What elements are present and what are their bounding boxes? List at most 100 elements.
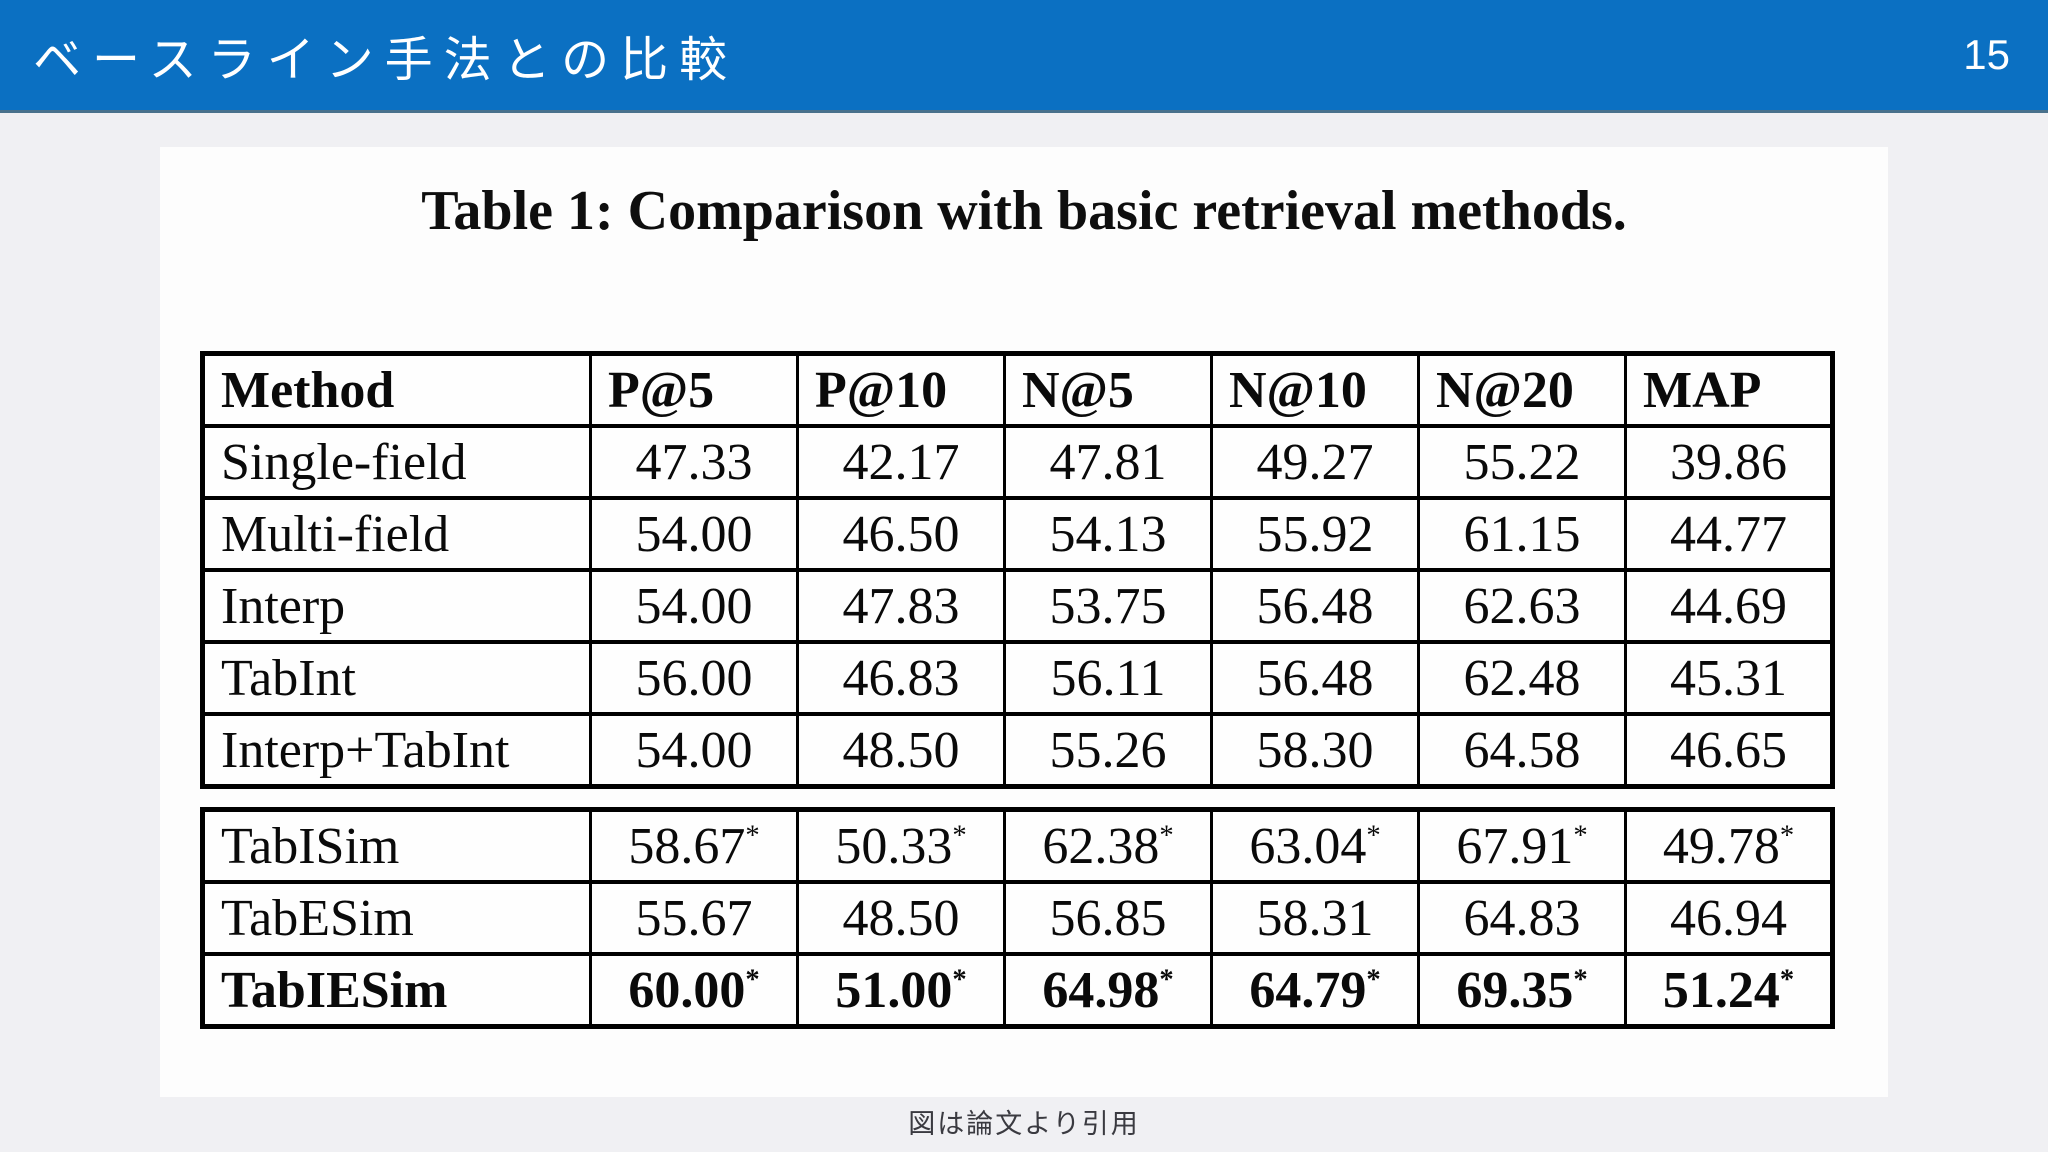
metric-value: 44.77 [1670, 505, 1787, 563]
metric-value: 54.00 [635, 721, 753, 779]
metric-value: 55.92 [1256, 505, 1374, 563]
value-cell: 62.48 [1417, 640, 1627, 717]
value-cell: 56.85 [1003, 880, 1213, 957]
value-cell: 64.98* [1003, 952, 1213, 1029]
metric-value: 56.11 [1050, 649, 1166, 707]
metric-value: 64.58 [1463, 721, 1581, 779]
metric-value: 39.86 [1670, 433, 1787, 491]
header-cell: N@10 [1210, 351, 1420, 429]
value-cell: 44.77 [1624, 496, 1834, 573]
header-cell: N@5 [1003, 351, 1213, 429]
metric-value: 46.94 [1670, 889, 1787, 947]
metric-value: 55.67 [635, 889, 753, 947]
metric-value: 45.31 [1670, 649, 1787, 707]
value-cell: 56.11 [1003, 640, 1213, 717]
value-cell: 54.13 [1003, 496, 1213, 573]
metric-value: 58.30 [1256, 721, 1374, 779]
value-cell: 63.04* [1210, 807, 1420, 885]
value-cell: 62.38* [1003, 807, 1213, 885]
metric-value: 53.75 [1049, 577, 1167, 635]
metric-value: 49.27 [1256, 433, 1374, 491]
metric-value: 48.50 [842, 889, 960, 947]
metric-value: 62.63 [1463, 577, 1581, 635]
metric-value: 47.81 [1049, 433, 1167, 491]
source-caption: 図は論文より引用 [908, 1109, 1140, 1139]
metric-value: 49.78 [1662, 817, 1780, 875]
value-cell: 54.00 [589, 568, 799, 645]
value-cell: 48.50 [796, 712, 1006, 789]
table-row: Single-field 47.33 42.17 47.81 49.27 55.22 39.… [201, 424, 1834, 501]
value-cell: 47.81 [1003, 424, 1213, 501]
value-cell: 55.67 [589, 880, 799, 957]
value-cell: 67.91* [1417, 807, 1627, 885]
header-cell: P@10 [796, 351, 1006, 429]
value-cell: 49.27 [1210, 424, 1420, 501]
metric-value: 61.15 [1463, 505, 1581, 563]
metric-value: 46.65 [1670, 721, 1787, 779]
value-cell: 39.86 [1624, 424, 1834, 501]
table-title: Table 1: Comparison with basic retrieval… [421, 180, 1627, 242]
value-cell: 54.00 [589, 496, 799, 573]
value-cell: 51.00* [796, 952, 1006, 1029]
value-cell: 51.24* [1624, 952, 1834, 1029]
method-cell: TabESim [201, 880, 592, 957]
table-row: Interp+TabInt 54.00 48.50 55.26 58.30 64.58 46… [201, 712, 1834, 789]
metric-value: 56.48 [1256, 577, 1374, 635]
value-cell: 58.67* [589, 807, 799, 885]
significance-star: * [745, 820, 760, 852]
significance-star: * [1159, 964, 1174, 996]
value-cell: 49.78* [1624, 807, 1834, 885]
significance-star: * [1779, 964, 1795, 996]
value-cell: 47.83 [796, 568, 1006, 645]
metric-value: 56.48 [1256, 649, 1374, 707]
value-cell: 64.83 [1417, 880, 1627, 957]
metric-value: 47.83 [842, 577, 960, 635]
significance-star: * [1779, 820, 1795, 852]
slide-title: ベースライン手法との比較 [33, 34, 739, 87]
significance-star: * [952, 964, 967, 996]
slide-header: ベースライン手法との比較 15 [0, 0, 2048, 113]
value-cell: 62.63 [1417, 568, 1627, 645]
method-cell: Multi-field [201, 496, 592, 573]
metric-value: 56.85 [1049, 889, 1167, 947]
metric-value: 51.00 [835, 961, 953, 1019]
metric-value: 64.98 [1042, 961, 1160, 1019]
metric-value: 64.79 [1249, 961, 1367, 1019]
method-cell: TabIESim [201, 952, 592, 1029]
value-cell: 60.00* [589, 952, 799, 1029]
value-cell: 46.50 [796, 496, 1006, 573]
metric-value: 44.69 [1670, 577, 1787, 635]
metric-value: 48.50 [842, 721, 960, 779]
figure-panel: Table 1: Comparison with basic retrieval… [160, 147, 1888, 1097]
method-cell: Single-field [201, 424, 592, 501]
value-cell: 45.31 [1624, 640, 1834, 717]
method-cell: TabISim [201, 807, 592, 885]
metric-value: 47.33 [635, 433, 753, 491]
significance-star: * [1573, 964, 1588, 996]
metric-value: 42.17 [842, 433, 960, 491]
method-cell: Interp [201, 568, 592, 645]
table-header-row: Method P@5 P@10 N@5 N@10 N@20 MAP [201, 351, 1834, 429]
value-cell: 44.69 [1624, 568, 1834, 645]
proposed-methods-table: TabISim 58.67* 50.33* 62.38* 63.04* 67.91* 49.… [200, 807, 1835, 1030]
value-cell: 53.75 [1003, 568, 1213, 645]
significance-star: * [1573, 820, 1588, 852]
value-cell: 47.33 [589, 424, 799, 501]
metric-value: 55.22 [1463, 433, 1581, 491]
metric-value: 60.00 [628, 961, 746, 1019]
value-cell: 48.50 [796, 880, 1006, 957]
value-cell: 56.48 [1210, 640, 1420, 717]
value-cell: 42.17 [796, 424, 1006, 501]
significance-star: * [1366, 820, 1381, 852]
table-row: TabESim 55.67 48.50 56.85 58.31 64.83 46.94 [201, 880, 1834, 957]
metric-value: 50.33 [835, 817, 953, 875]
table-row: TabInt 56.00 46.83 56.11 56.48 62.48 45.31 [201, 640, 1834, 717]
metric-value: 55.26 [1049, 721, 1167, 779]
metric-value: 58.31 [1256, 889, 1374, 947]
value-cell: 46.65 [1624, 712, 1834, 789]
table-row: Interp 54.00 47.83 53.75 56.48 62.63 44.69 [201, 568, 1834, 645]
metric-value: 64.83 [1463, 889, 1581, 947]
significance-star: * [745, 964, 760, 996]
metric-value: 54.13 [1049, 505, 1167, 563]
value-cell: 54.00 [589, 712, 799, 789]
